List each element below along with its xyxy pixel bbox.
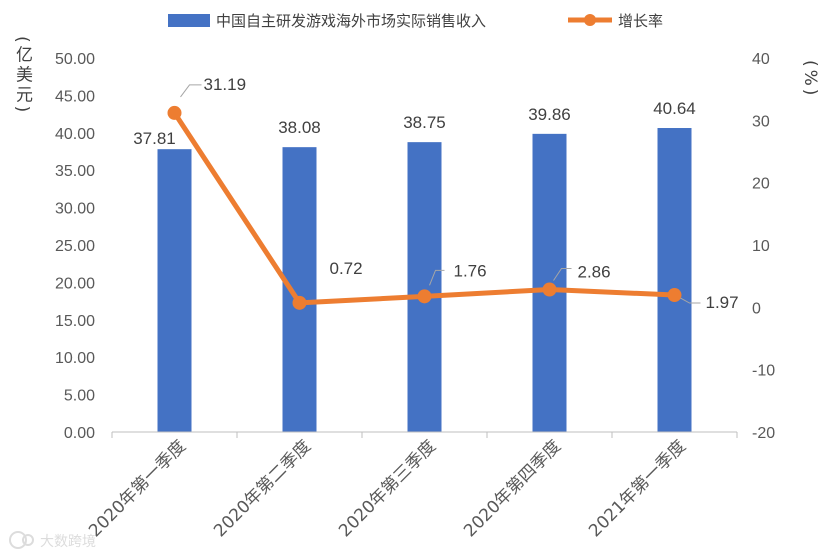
bar [282, 147, 317, 432]
legend-label-revenue: 中国自主研发游戏海外市场实际销售收入 [216, 12, 486, 30]
left-axis-tick-label: 10.00 [55, 350, 95, 367]
growth-marker [667, 288, 682, 303]
right-axis-tick-label: 0 [752, 300, 761, 317]
growth-marker [167, 105, 182, 120]
plot-area: 0.00 5.00 10.00 15.00 20.00 25.00 30.00 35.00 40… [55, 51, 775, 541]
watermark: 大数跨境 [9, 531, 96, 550]
growth-label-leader [553, 268, 572, 281]
bar-value-label: 38.08 [278, 118, 321, 137]
legend: 中国自主研发游戏海外市场实际销售收入 增长率 [168, 12, 663, 30]
bar [157, 149, 192, 432]
left-axis-tick-label: 30.00 [55, 201, 95, 218]
legend-swatch-growth-marker [584, 14, 596, 26]
left-axis-tick-label: 0.00 [64, 425, 95, 442]
bar [657, 128, 692, 432]
growth-label-leader [180, 84, 202, 98]
growth-label-leader [429, 269, 445, 286]
growth-value-label: 2.86 [578, 263, 611, 282]
bar-value-label: 39.86 [528, 105, 571, 124]
growth-marker [417, 289, 432, 304]
left-axis-tick-label: 5.00 [64, 388, 95, 405]
bar-value-label: 38.75 [403, 113, 446, 132]
left-axis-tick-label: 25.00 [55, 238, 95, 255]
x-axis-category-label: 2020年第三季度 [335, 436, 440, 541]
x-axis-category-label: 2020年第一季度 [85, 436, 190, 541]
growth-label-leader [680, 297, 701, 304]
right-axis-tick-label: 10 [752, 238, 770, 255]
growth-marker [292, 295, 307, 310]
growth-value-label: 0.72 [330, 259, 363, 278]
x-axis-category-label: 2021年第一季度 [585, 436, 690, 541]
left-axis-title: (亿美元) [12, 36, 32, 116]
left-axis-tick-label: 15.00 [55, 313, 95, 330]
right-axis-tick-label: 30 [752, 113, 770, 130]
left-axis-tick-label: 20.00 [55, 275, 95, 292]
bar-value-label: 37.81 [133, 129, 176, 148]
watermark-text: 大数跨境 [40, 534, 96, 550]
watermark-logo-icon-dot [22, 534, 34, 546]
left-axis-tick-label: 40.00 [55, 126, 95, 143]
x-axis-category-label: 2020年第二季度 [210, 436, 315, 541]
legend-swatch-revenue [168, 14, 210, 27]
x-axis-category-label: 2020年第四季度 [460, 436, 565, 541]
growth-value-label: 1.97 [706, 293, 739, 312]
right-axis-tick-label: 20 [752, 176, 770, 193]
bar-value-label: 40.64 [653, 99, 696, 118]
left-axis-tick-label: 50.00 [55, 51, 95, 68]
right-axis-tick-label: -20 [752, 425, 775, 442]
growth-value-label: 31.19 [204, 75, 247, 94]
legend-label-growth: 增长率 [618, 12, 663, 30]
bar [407, 142, 442, 432]
left-axis-tick-label: 45.00 [55, 88, 95, 105]
growth-marker [542, 282, 557, 297]
right-axis-title: (%) [800, 60, 820, 99]
left-axis-tick-label: 35.00 [55, 163, 95, 180]
growth-value-label: 1.76 [454, 261, 487, 280]
right-axis-tick-label: 40 [752, 51, 770, 68]
right-axis-tick-label: -10 [752, 363, 775, 380]
watermark-logo-icon [9, 531, 27, 549]
